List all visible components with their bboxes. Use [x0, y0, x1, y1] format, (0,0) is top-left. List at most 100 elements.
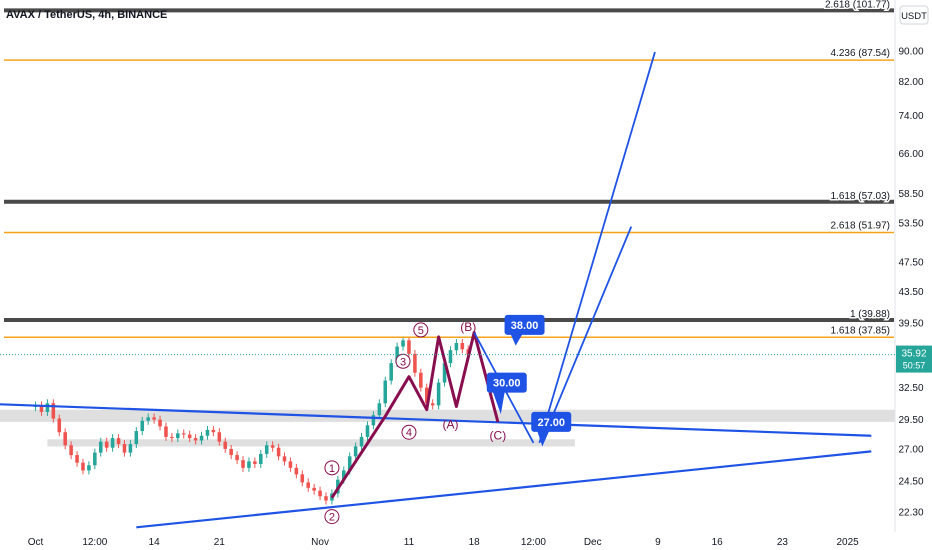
y-tick-label: 29.50 [898, 415, 923, 426]
candle-body [45, 403, 50, 412]
x-tick-label: Nov [311, 537, 329, 548]
y-tick-label: 43.50 [898, 287, 923, 298]
wave-label-circle [413, 322, 429, 338]
candle-body [341, 470, 346, 480]
fib-level-label: 4.236 (87.54) [831, 48, 891, 59]
elliott-wave-path [330, 331, 500, 499]
fib-level-label: 1.618 (57.03) [831, 191, 891, 202]
target-label: 27.00 [537, 417, 565, 429]
candle-body [294, 467, 299, 475]
candle-body [389, 363, 393, 381]
y-tick-label: 66.00 [898, 149, 923, 160]
y-tick-label: 39.50 [898, 319, 923, 330]
candle-body [407, 340, 411, 354]
fib-level-label: 2.618 (51.97) [831, 220, 891, 231]
candle-body [442, 363, 447, 383]
candle-body [187, 434, 192, 439]
time-axis-background [0, 532, 895, 550]
candle-body [164, 426, 168, 437]
target-pointer [537, 430, 550, 447]
fib-levels-layer: 2.618 (101.77) 4.236 (87.54) 1.618 (57.03)… [4, 0, 894, 339]
candle-body [264, 445, 269, 454]
candle-body [122, 444, 127, 453]
candle-body [424, 387, 429, 404]
candle-body [454, 342, 459, 351]
candle-body [51, 403, 56, 419]
candle-body [176, 433, 180, 439]
currency-label: USDT [901, 11, 927, 22]
candle-body [306, 482, 310, 488]
y-tick-label: 53.50 [898, 218, 923, 229]
target-box [504, 314, 545, 335]
candle-body [140, 420, 145, 432]
candle-body [98, 441, 103, 453]
target-box [531, 411, 572, 432]
candle-body [324, 496, 328, 501]
candle-body [347, 456, 352, 471]
candle-body [430, 403, 435, 406]
candle-body [235, 455, 239, 461]
x-tick-label: 11 [404, 537, 415, 548]
candle-body [134, 431, 139, 445]
fib-level-label: 2.618 (101.77) [825, 0, 890, 10]
candle-body [353, 446, 358, 457]
candle-body [229, 448, 233, 456]
candle-body [93, 452, 97, 466]
chart-title: AVAX / TetherUS, 4h, BINANCE [6, 9, 168, 21]
wave-label-circle [401, 424, 417, 440]
support-zone [47, 439, 575, 447]
abc-label: (C) [490, 428, 507, 442]
y-tick-label: 58.50 [898, 189, 923, 200]
candle-body [217, 432, 222, 442]
x-tick-label: 16 [712, 537, 724, 548]
candle-body [276, 447, 281, 457]
wave-label-circle [324, 460, 340, 476]
candle-body [383, 380, 388, 404]
x-tick-label: 12:00 [82, 537, 107, 548]
wave-label-circle [324, 509, 340, 525]
candle-body [241, 460, 245, 468]
candle-body [158, 419, 162, 427]
candle-body [359, 436, 364, 447]
y-tick-label: 32.50 [898, 383, 923, 394]
y-tick-label: 74.00 [898, 111, 923, 122]
candle-body [448, 350, 453, 364]
candle-body [87, 465, 91, 471]
candle-body [116, 438, 121, 445]
x-tick-label: Dec [584, 537, 602, 548]
x-tick-label: 14 [149, 537, 161, 548]
candle-body [146, 417, 150, 421]
candles-layer [33, 336, 471, 505]
y-tick-label: 90.00 [898, 46, 923, 57]
wave-label: 4 [406, 427, 412, 439]
y-tick-label: 47.50 [898, 258, 923, 269]
fib-level-label: 1.618 (37.85) [831, 325, 891, 336]
candle-body [63, 432, 67, 446]
candle-body [170, 436, 174, 439]
candle-body [300, 474, 305, 483]
y-tick-label: 22.30 [898, 508, 923, 519]
wave-label: 2 [329, 512, 335, 524]
wave-label: 5 [418, 325, 424, 337]
price-tag-box [896, 345, 932, 373]
candle-body [205, 429, 210, 436]
fib-level-label: 1 (39.88) [850, 309, 890, 320]
candle-body [413, 353, 417, 373]
price-tag-value: 35.92 [901, 349, 926, 360]
candle-body [193, 438, 198, 441]
x-tick-label: Oct [28, 537, 44, 548]
projection-line [544, 226, 633, 434]
target-label: 30.00 [493, 378, 521, 390]
candle-body [419, 372, 423, 388]
trendline [136, 450, 872, 529]
abc-label: (B) [460, 320, 476, 334]
abc-label: (A) [442, 418, 458, 432]
candle-body [377, 403, 382, 416]
candle-body [211, 429, 216, 433]
x-tick-label: 2025 [836, 537, 859, 548]
candle-body [39, 405, 44, 412]
projection-line [538, 51, 656, 444]
candle-body [365, 425, 370, 437]
candle-body [152, 417, 156, 420]
